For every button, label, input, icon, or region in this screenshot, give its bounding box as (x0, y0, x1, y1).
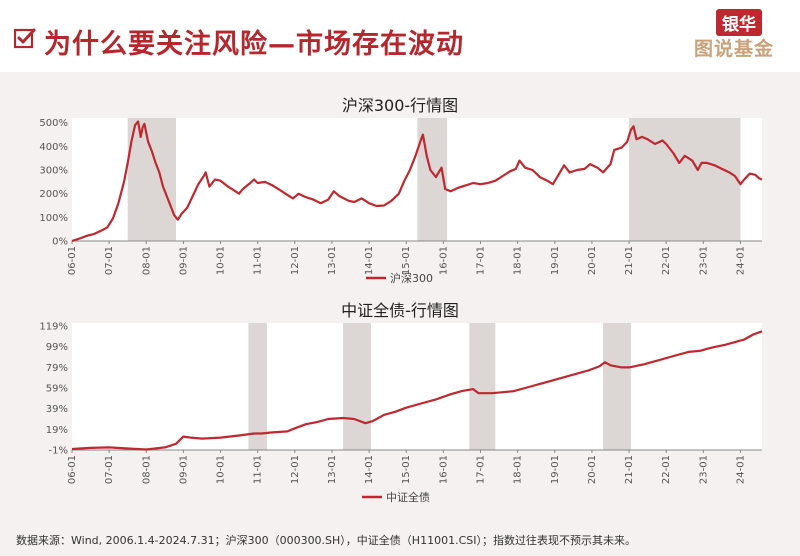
header-bar: 为什么要关注风险—市场存在波动 银华 图说基金 (0, 0, 800, 72)
x-tick-label: 23-01 (698, 246, 709, 275)
chart2-title: 中证全债-行情图 (341, 301, 459, 320)
y-tick-label: 59% (46, 384, 68, 395)
y-tick-label: 400% (39, 142, 68, 153)
x-tick-label: 12-01 (290, 455, 301, 484)
x-tick-label: 13-01 (327, 246, 338, 275)
x-tick-label: 18-01 (513, 455, 524, 484)
legend-label: 中证全债 (386, 490, 430, 504)
hs300-line-chart: 0% 100% 200% 300% 400% 500% 06-01 07-01 08-01 09-… (39, 118, 763, 285)
x-tick-label: 14-01 (364, 246, 375, 275)
x-tick-label: 12-01 (290, 246, 301, 275)
x-tick-label: 22-01 (661, 455, 672, 484)
chart1-title: 沪深300-行情图 (341, 96, 459, 115)
x-tick-label: 20-01 (587, 455, 598, 484)
y-tick-label: 300% (39, 166, 68, 177)
y-tick-label: 79% (46, 363, 68, 374)
x-tick-label: 10-01 (216, 455, 227, 484)
y-tick-label: 100% (39, 213, 68, 224)
series-line (71, 120, 763, 243)
x-tick-label: 17-01 (476, 246, 487, 275)
y-tick-label: 19% (46, 425, 68, 436)
y-tick-label: 200% (39, 189, 68, 200)
x-tick-label: 16-01 (438, 246, 449, 275)
x-tick-label: 19-01 (550, 455, 561, 484)
x-tick-label: 11-01 (253, 455, 264, 484)
shaded-period (127, 118, 176, 241)
y-tick-label: 500% (39, 118, 68, 129)
x-tick-label: 08-01 (141, 455, 152, 484)
footer-source: 数据来源：Wind, 2006.1.4-2024.7.31；沪深300（0003… (16, 534, 636, 547)
x-tick-label: 24-01 (735, 246, 746, 275)
logo-line2: 图说基金 (694, 38, 775, 60)
y-tick-label: 119% (39, 322, 68, 333)
x-tick-label: 15-01 (401, 455, 412, 484)
y-tick-label: -1% (49, 446, 68, 457)
x-tick-label: 23-01 (698, 455, 709, 484)
shaded-period (603, 323, 631, 450)
brand-logo: 银华 图说基金 (694, 4, 786, 64)
x-tick-label: 17-01 (476, 455, 487, 484)
x-tick-label: 14-01 (364, 455, 375, 484)
x-tick-label: 15-01 (401, 246, 412, 275)
logo-line1: 银华 (716, 9, 762, 36)
x-tick-label: 10-01 (216, 246, 227, 275)
x-tick-label: 06-01 (67, 246, 78, 275)
x-tick-label: 18-01 (513, 246, 524, 275)
x-tick-label: 21-01 (624, 246, 635, 275)
x-tick-label: 21-01 (624, 455, 635, 484)
shaded-period (469, 323, 496, 450)
x-tick-label: 09-01 (178, 246, 189, 275)
page-title: 为什么要关注风险—市场存在波动 (44, 29, 464, 60)
x-tick-label: 20-01 (587, 246, 598, 275)
legend-label: 沪深300 (390, 271, 433, 285)
x-tick-label: 22-01 (661, 246, 672, 275)
x-tick-label: 19-01 (550, 246, 561, 275)
x-tick-label: 09-01 (178, 455, 189, 484)
y-tick-label: 0% (52, 237, 68, 248)
x-tick-label: 07-01 (104, 246, 115, 275)
y-tick-label: 99% (46, 342, 68, 353)
x-tick-label: 24-01 (735, 455, 746, 484)
shaded-period (343, 323, 371, 450)
shaded-period (248, 323, 267, 450)
checkbox-check-icon (14, 28, 36, 49)
x-tick-label: 06-01 (67, 455, 78, 484)
x-tick-label: 08-01 (141, 246, 152, 275)
x-tick-label: 11-01 (253, 246, 264, 275)
bond-line-chart: -1% 19% 39% 59% 79% 99% 119% 06-01 07-01 08-01 09-… (39, 322, 763, 504)
plot-area (72, 323, 762, 450)
x-tick-label: 07-01 (104, 455, 115, 484)
shaded-period (629, 118, 741, 241)
y-tick-label: 39% (46, 404, 68, 415)
x-tick-label: 16-01 (438, 455, 449, 484)
series-line (71, 330, 763, 451)
x-tick-label: 13-01 (327, 455, 338, 484)
